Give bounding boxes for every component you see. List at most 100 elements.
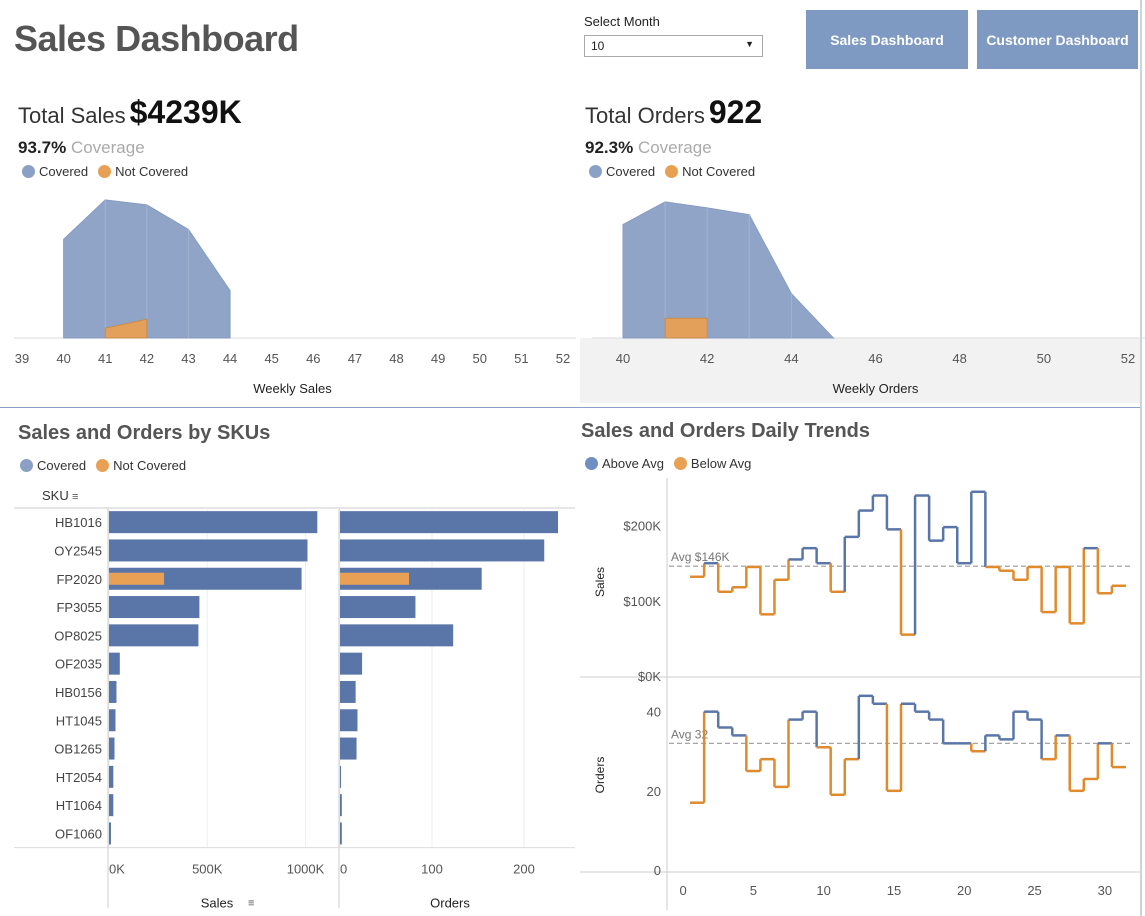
legend-covered: Covered — [37, 458, 87, 473]
trend-ytick: 0 — [654, 863, 661, 878]
section-divider — [0, 407, 1140, 408]
weekly-orders-chart: 40 42 44 46 48 50 52 Weekly Orders — [580, 201, 1145, 403]
sku-bar-covered — [109, 709, 116, 732]
legend-below: Below Avg — [690, 456, 752, 471]
sku-xtick: 100 — [421, 862, 443, 877]
trend-ytick: 20 — [647, 784, 661, 799]
weekly-sales-xtick: 48 — [389, 351, 403, 366]
sku-bar-covered — [340, 822, 342, 845]
sku-bar-covered — [340, 652, 363, 675]
trend-ytick: $0K — [638, 669, 661, 684]
sku-label: OF2035 — [55, 657, 102, 672]
weekly-orders-xlabel: Weekly Orders — [833, 381, 919, 396]
covered-dot-icon — [22, 165, 35, 178]
trend-section-title: Sales and Orders Daily Trends — [581, 420, 871, 442]
right-border — [1140, 0, 1142, 916]
weekly-sales-xtick: 50 — [473, 351, 487, 366]
sales-legend: Covered Not Covered — [22, 164, 188, 179]
weekly-orders-xtick: 42 — [700, 351, 714, 366]
sales-dashboard-button[interactable]: Sales Dashboard — [806, 10, 968, 69]
sku-label: OP8025 — [54, 628, 102, 643]
weekly-sales-chart: 39 40 41 42 43 44 45 46 47 48 49 50 51 52 Weekly Sales — [14, 199, 576, 396]
orders-coverage-pct: 92.3% — [585, 138, 634, 157]
above-avg-dot-icon — [585, 457, 598, 470]
sku-xtick: 1000K — [287, 862, 325, 877]
sku-label: OB1265 — [54, 742, 102, 757]
orders-coverage-word: Coverage — [637, 138, 712, 157]
sku-bar-covered — [109, 596, 200, 619]
weekly-sales-xlabel: Weekly Sales — [253, 381, 332, 396]
sku-bar-covered — [340, 794, 342, 817]
weekly-sales-xtick: 40 — [56, 351, 70, 366]
weekly-orders-xtick: 52 — [1121, 351, 1135, 366]
sku-bar-covered — [109, 737, 115, 760]
trend-avg-label: Avg $146K — [671, 550, 730, 564]
weekly-sales-xtick: 42 — [140, 351, 154, 366]
total-sales-label: Total Sales — [18, 103, 126, 128]
sku-label: HT2054 — [56, 770, 102, 785]
weekly-sales-xtick: 52 — [556, 351, 570, 366]
total-sales-kpi: Total Sales $4239K — [18, 94, 242, 131]
sku-header: SKU — [42, 488, 69, 503]
trend-ylabel: Sales — [593, 567, 607, 597]
month-select[interactable]: 10 ▼ — [584, 35, 763, 57]
sku-section-title: Sales and Orders by SKUs — [18, 422, 271, 444]
page-title: Sales Dashboard — [14, 18, 299, 59]
sku-bar-covered — [109, 680, 117, 703]
trend-ytick: 40 — [647, 705, 661, 720]
sku-xlabel: Orders — [430, 896, 470, 910]
sku-bar-covered — [109, 822, 111, 845]
weekly-orders-xtick: 46 — [868, 351, 882, 366]
sales-coverage-pct: 93.7% — [18, 138, 67, 157]
trend-xtick: 10 — [816, 883, 830, 898]
customer-dashboard-button[interactable]: Customer Dashboard — [977, 10, 1138, 69]
weekly-orders-xtick: 50 — [1037, 351, 1051, 366]
weekly-sales-xtick: 46 — [306, 351, 320, 366]
trend-ylabel: Orders — [593, 757, 607, 794]
legend-covered: Covered — [606, 164, 656, 179]
sku-xlabel: Sales — [201, 896, 234, 910]
orders-coverage: 92.3% Coverage — [585, 138, 712, 158]
trend-chart: $0K $100K $200K Sales Avg $146K 0 20 40 Orders Av… — [580, 478, 1140, 910]
sku-bar-covered — [109, 652, 120, 675]
sku-label: HB0156 — [55, 685, 102, 700]
trend-xtick: 25 — [1027, 883, 1041, 898]
weekly-sales-area-not-covered — [104, 318, 148, 339]
trend-xtick: 30 — [1098, 883, 1112, 898]
weekly-orders-xtick: 48 — [952, 351, 966, 366]
not-covered-dot-icon — [665, 165, 679, 178]
weekly-sales-xtick: 41 — [98, 351, 112, 366]
sku-xtick: 0K — [109, 862, 125, 877]
not-covered-dot-icon — [96, 459, 110, 472]
weekly-sales-xtick: 47 — [348, 351, 362, 366]
weekly-sales-xtick: 44 — [223, 351, 237, 366]
legend-covered: Covered — [39, 164, 89, 179]
weekly-orders-xtick: 44 — [784, 351, 798, 366]
sku-bar-covered — [109, 539, 308, 562]
sku-label: OY2545 — [54, 543, 102, 558]
weekly-sales-xtick: 45 — [264, 351, 278, 366]
sku-label: HT1064 — [56, 798, 102, 813]
sku-bar-not-covered — [109, 572, 165, 585]
trend-xtick: 20 — [957, 883, 971, 898]
total-sales-value: $4239K — [129, 94, 242, 130]
trend-avg-label: Avg 32 — [671, 727, 708, 741]
sku-label: OF1060 — [55, 826, 102, 841]
month-select-value: 10 — [591, 39, 605, 53]
legend-above: Above Avg — [602, 456, 664, 471]
weekly-sales-xtick: 49 — [431, 351, 445, 366]
trend-xtick: 5 — [750, 883, 757, 898]
sku-bar-covered — [340, 539, 545, 562]
sales-coverage: 93.7% Coverage — [18, 138, 145, 158]
sku-bar-covered — [340, 624, 454, 647]
weekly-sales-xtick: 51 — [514, 351, 528, 366]
sort-icon: ≡ — [72, 491, 78, 503]
sku-bar-covered — [340, 511, 559, 534]
sku-xtick: 500K — [192, 862, 223, 877]
sku-bar-covered — [340, 737, 357, 760]
sku-xtick: 200 — [513, 862, 535, 877]
trend-xtick: 0 — [679, 883, 686, 898]
sku-bar-covered — [340, 709, 358, 732]
total-orders-label: Total Orders — [585, 103, 705, 128]
weekly-orders-xtick: 40 — [616, 351, 630, 366]
